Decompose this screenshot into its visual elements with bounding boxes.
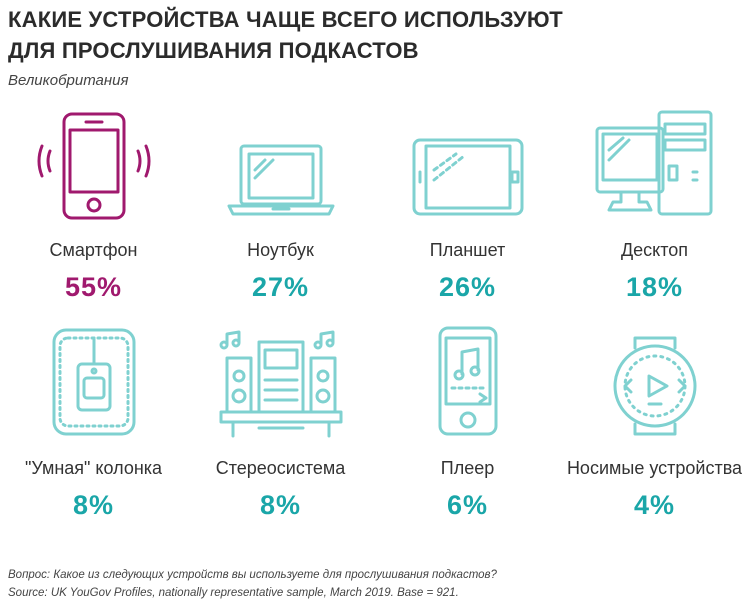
device-value: 55% [64, 272, 123, 302]
device-value: 4% [633, 490, 676, 520]
chart-title: КАКИЕ УСТРОЙСТВА ЧАЩЕ ВСЕГО ИСПОЛЬЗУЮТ Д… [8, 4, 728, 66]
device-label: Планшет [429, 240, 506, 260]
device-cell: Носимые устройства 4% [561, 330, 748, 550]
stereo-icon [187, 330, 374, 440]
device-cell: Планшет 26% [374, 112, 561, 332]
device-value: 8% [259, 490, 302, 520]
device-label: Смартфон [49, 240, 138, 260]
desktop-icon [561, 110, 748, 222]
device-value: 18% [625, 272, 684, 302]
device-value: 6% [446, 490, 489, 520]
device-cell: "Умная" колонка 8% [0, 328, 187, 550]
tablet-icon [374, 112, 561, 222]
device-cell: Ноутбук 27% [187, 112, 374, 332]
device-cell: Десктоп 18% [561, 110, 748, 332]
wearable-icon [561, 330, 748, 440]
device-label: Носимые устройства [566, 458, 743, 478]
footer-note: Вопрос: Какое из следующих устройств вы … [8, 566, 497, 602]
device-cell: Стереосистема 8% [187, 330, 374, 550]
device-label: Ноутбук [247, 240, 314, 260]
player-icon [374, 326, 561, 440]
title-line-2: ДЛЯ ПРОСЛУШИВАНИЯ ПОДКАСТОВ [8, 38, 419, 63]
device-label: Плеер [440, 458, 495, 478]
title-line-1: КАКИЕ УСТРОЙСТВА ЧАЩЕ ВСЕГО ИСПОЛЬЗУЮТ [8, 7, 563, 32]
smart-speaker-icon [0, 328, 187, 440]
footer-question: Вопрос: Какое из следующих устройств вы … [8, 569, 497, 581]
laptop-icon [187, 112, 374, 222]
device-value: 27% [251, 272, 310, 302]
smartphone-icon [0, 112, 187, 222]
device-label: Десктоп [620, 240, 689, 260]
device-value: 26% [438, 272, 497, 302]
device-label: "Умная" колонка [24, 458, 163, 478]
device-cell: Смартфон 55% [0, 112, 187, 332]
chart-subtitle: Великобритания [8, 72, 129, 89]
footer-source: Source: UK YouGov Profiles, nationally r… [8, 587, 459, 599]
device-label: Стереосистема [215, 458, 346, 478]
device-cell: Плеер 6% [374, 326, 561, 550]
device-value: 8% [72, 490, 115, 520]
